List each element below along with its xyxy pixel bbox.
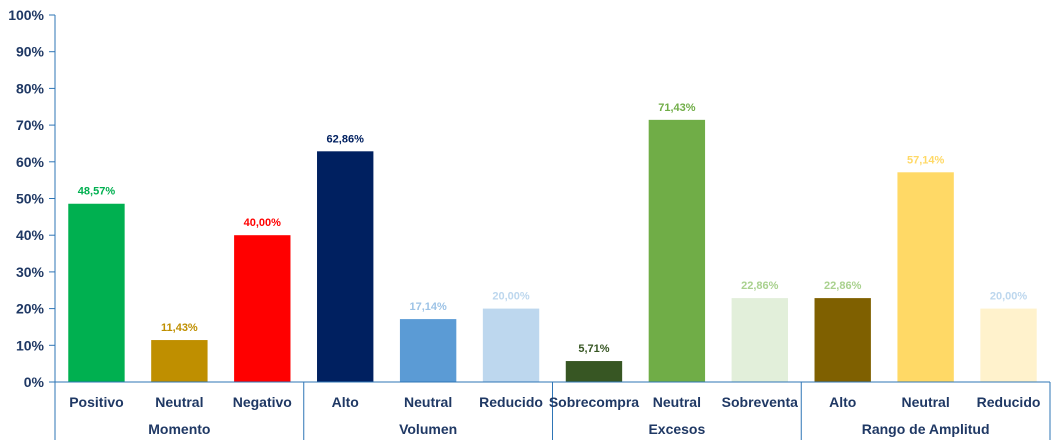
x-tick-label: Reducido bbox=[977, 394, 1041, 410]
bars: 48,57% 11,43% 40,00% 62,86% 17,14% 20,00% 5,71… bbox=[68, 102, 1037, 382]
y-axis: 0% 10% 20% 30% 40% 50% 60% 70% 80% 90% 100% bbox=[8, 7, 56, 390]
data-label: 5,71% bbox=[578, 343, 609, 355]
y-tick-label: 60% bbox=[16, 154, 45, 170]
group-label: Momento bbox=[148, 421, 210, 437]
x-axis: Positivo Neutral Negativo Momento Alto Neutra… bbox=[54, 381, 1051, 440]
group-label: Volumen bbox=[399, 421, 457, 437]
data-label: 40,00% bbox=[244, 217, 282, 229]
data-label: 22,86% bbox=[824, 280, 862, 292]
x-tick-label: Alto bbox=[829, 394, 856, 410]
x-tick-label: Alto bbox=[332, 394, 359, 410]
data-label: 57,14% bbox=[907, 154, 945, 166]
x-tick-label: Sobrecompra bbox=[549, 394, 639, 410]
y-tick-label: 100% bbox=[8, 7, 44, 23]
x-tick-label: Neutral bbox=[155, 394, 203, 410]
bar-excesos-sobreventa bbox=[731, 298, 788, 382]
bar-volumen-reducido bbox=[482, 308, 540, 382]
data-label: 71,43% bbox=[658, 102, 696, 114]
x-tick-label: Neutral bbox=[902, 394, 950, 410]
y-tick-label: 30% bbox=[16, 264, 45, 280]
bar-volumen-neutral bbox=[399, 319, 457, 382]
data-label: 22,86% bbox=[741, 280, 779, 292]
x-tick-label: Positivo bbox=[69, 394, 123, 410]
x-tick-label: Negativo bbox=[233, 394, 292, 410]
y-tick-label: 0% bbox=[24, 374, 45, 390]
y-tick-label: 90% bbox=[16, 44, 45, 60]
data-label: 62,86% bbox=[327, 133, 365, 145]
x-tick-label: Neutral bbox=[404, 394, 452, 410]
bar-rango-de-amplitud-alto bbox=[814, 298, 871, 382]
y-tick-label: 80% bbox=[16, 80, 45, 96]
bar-excesos-neutral bbox=[648, 119, 706, 382]
bar-momento-positivo bbox=[68, 203, 125, 382]
data-label: 20,00% bbox=[990, 291, 1028, 303]
y-tick-label: 20% bbox=[16, 301, 45, 317]
bar-momento-negativo bbox=[234, 235, 291, 382]
y-tick-label: 10% bbox=[16, 337, 45, 353]
bar-excesos-sobrecompra bbox=[565, 361, 623, 382]
x-tick-label: Reducido bbox=[479, 394, 543, 410]
data-label: 11,43% bbox=[161, 322, 198, 334]
data-label: 20,00% bbox=[492, 291, 530, 303]
x-tick-label: Neutral bbox=[653, 394, 701, 410]
group-label: Excesos bbox=[648, 421, 705, 437]
y-tick-label: 50% bbox=[16, 191, 45, 207]
bar-volumen-alto bbox=[317, 151, 374, 382]
group-label: Rango de Amplitud bbox=[862, 421, 990, 437]
x-tick-label: Sobreventa bbox=[722, 394, 798, 410]
data-label: 17,14% bbox=[409, 301, 447, 313]
bar-rango-de-amplitud-neutral bbox=[897, 172, 954, 382]
y-tick-label: 40% bbox=[16, 227, 45, 243]
data-label: 48,57% bbox=[78, 186, 116, 198]
y-tick-label: 70% bbox=[16, 117, 45, 133]
bar-rango-de-amplitud-reducido bbox=[980, 308, 1037, 382]
bar-momento-neutral bbox=[151, 340, 208, 382]
